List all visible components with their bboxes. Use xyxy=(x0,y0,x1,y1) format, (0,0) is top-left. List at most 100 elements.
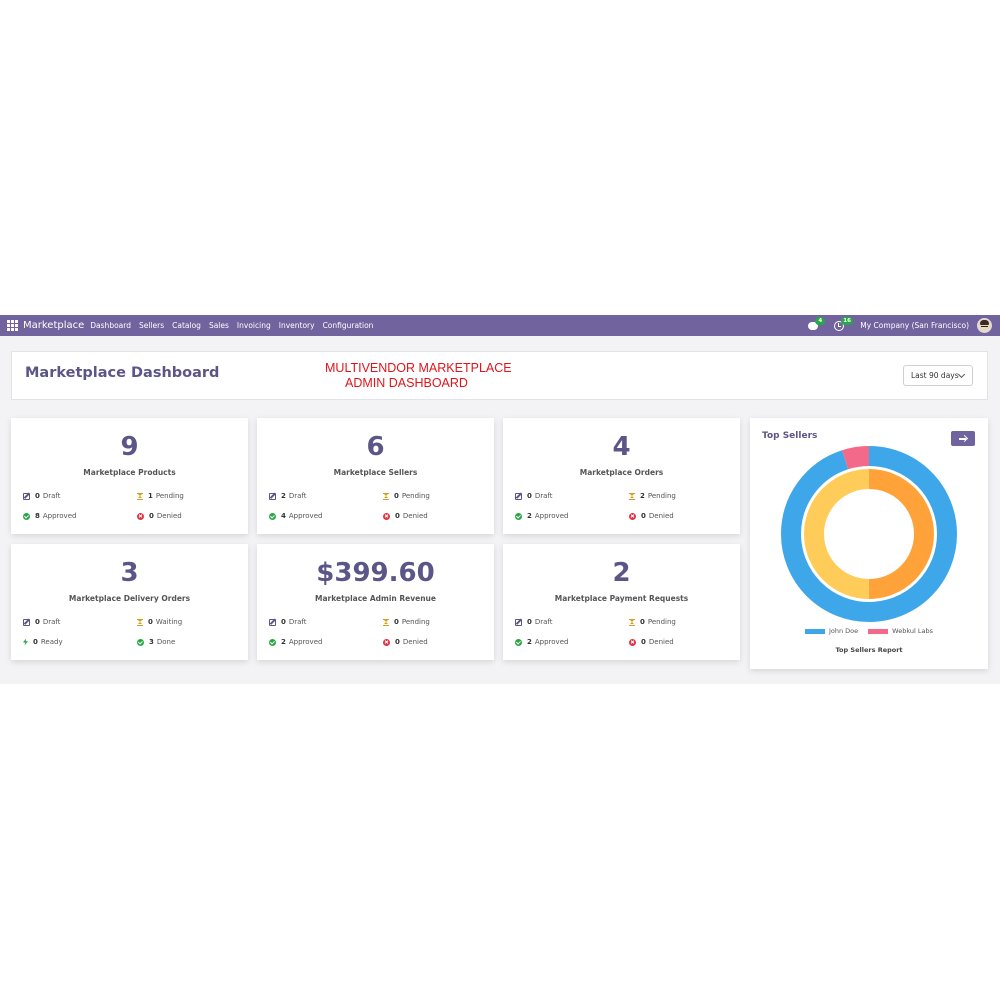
card-label: Marketplace Delivery Orders xyxy=(68,594,191,603)
card-value: 2 xyxy=(612,558,631,588)
navbar-systray: 4 16 My Company (San Francisco) xyxy=(808,315,992,336)
card-label: Marketplace Admin Revenue xyxy=(315,594,436,603)
messages-button[interactable]: 4 xyxy=(808,316,826,332)
legend-label: John Doe xyxy=(828,627,859,635)
card-value: 3 xyxy=(120,558,139,588)
stat-approved[interactable]: 4 Approved xyxy=(269,512,322,520)
menu-invoicing[interactable]: Invoicing xyxy=(236,321,271,330)
legend-item-webkul-labs[interactable]: Webkul Labs xyxy=(868,627,933,635)
bolt-icon xyxy=(23,638,28,646)
times-circle-icon xyxy=(137,512,144,520)
check-circle-icon xyxy=(269,512,276,520)
times-circle-icon xyxy=(383,638,390,646)
stat-draft[interactable]: 0 Draft xyxy=(515,618,553,626)
stat-approved[interactable]: 2 Approved xyxy=(515,638,568,646)
card-products[interactable]: 9 Marketplace Products 0 Draft 1 Pending 8… xyxy=(11,418,248,534)
check-circle-icon xyxy=(269,638,276,646)
dashboard-header: Marketplace Dashboard MULTIVENDOR MARKET… xyxy=(11,351,988,400)
card-label: Marketplace Orders xyxy=(579,468,664,477)
stat-draft[interactable]: 2 Draft xyxy=(269,492,307,500)
app-brand[interactable]: Marketplace xyxy=(23,320,85,331)
times-circle-icon xyxy=(629,638,636,646)
stat-approved[interactable]: 2 Approved xyxy=(515,512,568,520)
apps-grid-icon[interactable] xyxy=(7,320,18,331)
activities-badge: 16 xyxy=(841,316,853,325)
activities-button[interactable]: 16 xyxy=(834,316,853,332)
stat-pending[interactable]: 1 Pending xyxy=(137,492,184,500)
top-sellers-card: Top Sellers John Doe Webkul Labs Top Sel… xyxy=(750,418,988,669)
top-navbar: Marketplace Dashboard Sellers Catalog Sa… xyxy=(0,315,1000,336)
hourglass-icon xyxy=(383,618,389,626)
stat-approved[interactable]: 2 Approved xyxy=(269,638,322,646)
times-circle-icon xyxy=(629,512,636,520)
edit-icon xyxy=(515,492,522,500)
top-sellers-report-label: Top Sellers Report xyxy=(835,646,903,654)
menu-configuration[interactable]: Configuration xyxy=(322,321,374,330)
outer-ring-slice-1[interactable] xyxy=(781,446,957,622)
card-value: 9 xyxy=(120,432,139,462)
arrow-right-icon[interactable] xyxy=(951,431,975,446)
hourglass-icon xyxy=(137,618,143,626)
legend-label: Webkul Labs xyxy=(892,627,934,635)
hourglass-icon xyxy=(629,618,635,626)
promo-banner: MULTIVENDOR MARKETPLACE ADMIN DASHBOARD xyxy=(325,361,555,391)
times-circle-icon xyxy=(383,512,390,520)
stat-ready[interactable]: 0 Ready xyxy=(23,638,63,646)
stat-pending[interactable]: 0 Pending xyxy=(383,492,430,500)
stat-pending[interactable]: 0 Pending xyxy=(629,618,676,626)
outer-ring xyxy=(781,446,957,622)
menu-catalog[interactable]: Catalog xyxy=(172,321,201,330)
card-orders[interactable]: 4 Marketplace Orders 0 Draft 2 Pending 2 Ap… xyxy=(503,418,740,534)
user-avatar[interactable] xyxy=(977,318,992,333)
check-circle-icon xyxy=(137,638,144,646)
company-switcher[interactable]: My Company (San Francisco) xyxy=(860,321,969,330)
stat-pending[interactable]: 2 Pending xyxy=(629,492,676,500)
period-select[interactable]: Last 90 days xyxy=(903,365,973,386)
card-label: Marketplace Sellers xyxy=(333,468,418,477)
stat-pending[interactable]: 0 Pending xyxy=(383,618,430,626)
menu-dashboard[interactable]: Dashboard xyxy=(90,321,131,330)
stat-denied[interactable]: 0 Denied xyxy=(383,512,428,520)
card-label: Marketplace Products xyxy=(83,468,176,477)
inner-ring xyxy=(804,469,934,599)
card-value: 4 xyxy=(612,432,631,462)
check-circle-icon xyxy=(515,512,522,520)
banner-line-2: ADMIN DASHBOARD xyxy=(345,376,468,390)
top-sellers-title: Top Sellers xyxy=(762,431,818,441)
app-screen: Marketplace Dashboard Sellers Catalog Sa… xyxy=(0,315,1000,684)
edit-icon xyxy=(269,618,276,626)
edit-icon xyxy=(23,492,30,500)
card-value: $399.60 xyxy=(316,558,435,588)
stat-approved[interactable]: 8 Approved xyxy=(23,512,76,520)
stat-waiting[interactable]: 0 Waiting xyxy=(137,618,182,626)
menu-sellers[interactable]: Sellers xyxy=(138,321,165,330)
stat-denied[interactable]: 0 Denied xyxy=(629,638,674,646)
card-delivery-orders[interactable]: 3 Marketplace Delivery Orders 0 Draft 0 Wa… xyxy=(11,544,248,660)
stat-draft[interactable]: 0 Draft xyxy=(515,492,553,500)
stat-denied[interactable]: 0 Denied xyxy=(137,512,182,520)
stat-draft[interactable]: 0 Draft xyxy=(269,618,307,626)
stat-denied[interactable]: 0 Denied xyxy=(629,512,674,520)
legend-item-john-doe[interactable]: John Doe xyxy=(804,627,859,635)
period-value: Last 90 days xyxy=(911,371,959,380)
stat-denied[interactable]: 0 Denied xyxy=(383,638,428,646)
stat-done[interactable]: 3 Done xyxy=(137,638,175,646)
check-circle-icon xyxy=(23,512,30,520)
hourglass-icon xyxy=(383,492,389,500)
chevron-down-icon xyxy=(957,370,966,379)
edit-icon xyxy=(269,492,276,500)
stat-draft[interactable]: 0 Draft xyxy=(23,492,61,500)
page-title: Marketplace Dashboard xyxy=(25,365,220,381)
menu-inventory[interactable]: Inventory xyxy=(278,321,315,330)
top-sellers-donut xyxy=(781,446,957,622)
edit-icon xyxy=(515,618,522,626)
chart-legend: John Doe Webkul Labs xyxy=(750,627,988,635)
hourglass-icon xyxy=(629,492,635,500)
card-admin-revenue[interactable]: $399.60 Marketplace Admin Revenue 0 Draft… xyxy=(257,544,494,660)
inner-ring-slice-1[interactable] xyxy=(804,469,934,599)
legend-swatch xyxy=(868,628,889,634)
stat-draft[interactable]: 0 Draft xyxy=(23,618,61,626)
menu-sales[interactable]: Sales xyxy=(208,321,229,330)
